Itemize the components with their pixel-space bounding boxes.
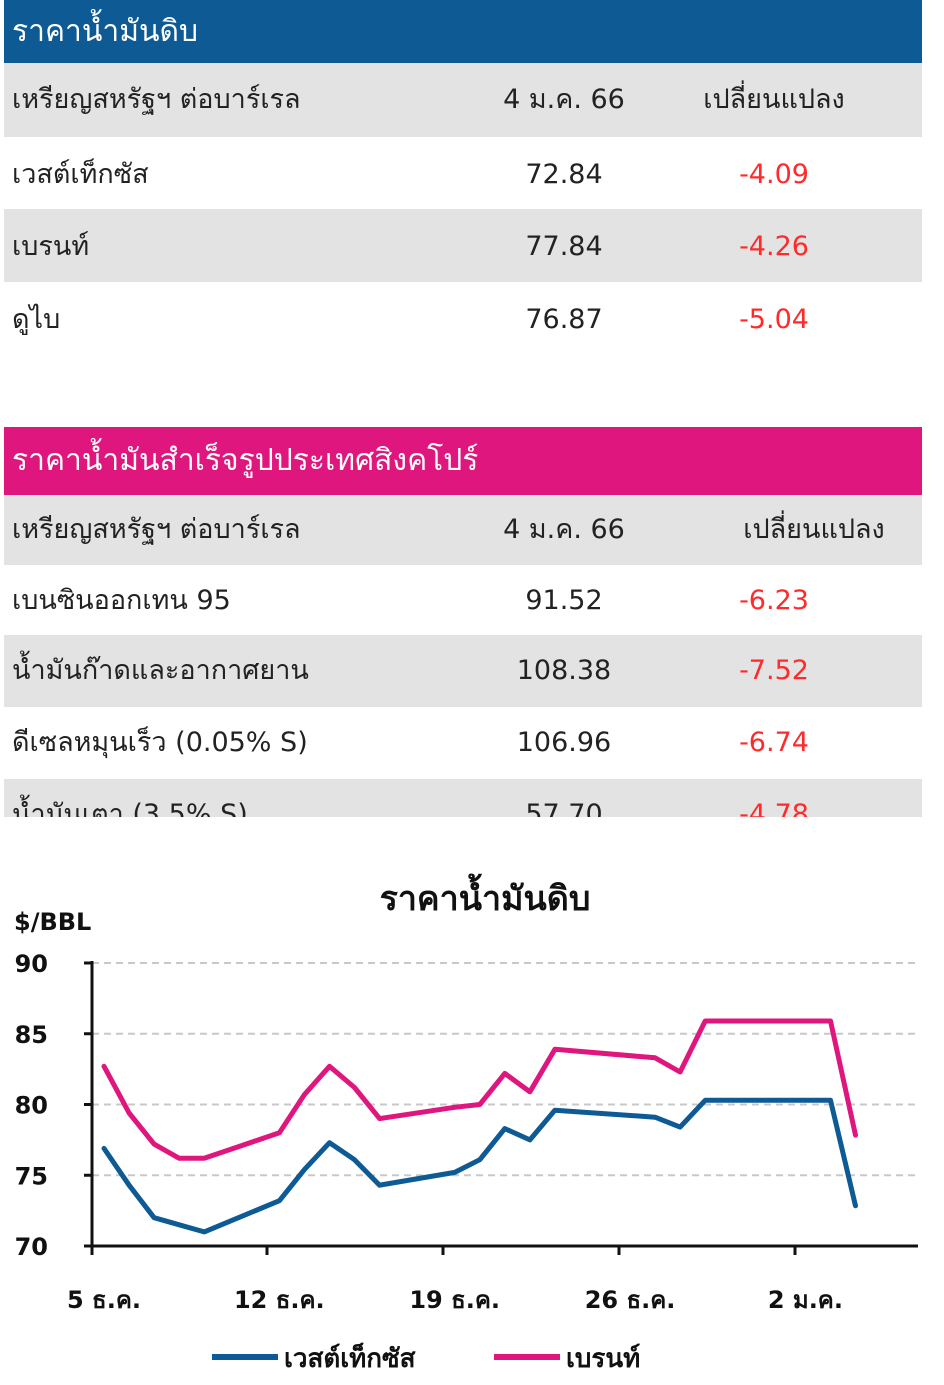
y-tick-label: 70 [15,1233,48,1261]
singapore-section-title: ราคาน้ำมันสำเร็จรูปประเทศสิงคโปร์ [12,443,479,478]
product-change: -6.23 [739,585,809,616]
table-row: น้ำมันเตา (3.5% S) 57.70 -4.78 [4,779,922,817]
crude-price-chart: ราคาน้ำมันดิบ $/BBL 70 75 80 85 90 5 ธ.ค. 12 … [14,873,918,1374]
product-name: น้ำมันเตา (3.5% S) [12,799,248,817]
crude-section-title: ราคาน้ำมันดิบ [12,14,199,49]
oil-name: ดูไบ [12,304,61,335]
y-tick-labels: 70 75 80 85 90 [15,950,48,1261]
x-tick-label: 5 ธ.ค. [67,1286,141,1314]
product-price: 106.96 [516,727,612,758]
product-name: น้ำมันก๊าดและอากาศยาน [12,655,309,686]
sg-col-change: เปลี่ยนแปลง [743,514,885,545]
table-row: ดีเซลหมุนเร็ว (0.05% S) 106.96 -6.74 [4,707,922,779]
series-line-brent [101,1018,858,1161]
crude-col-unit: เหรียญสหรัฐฯ ต่อบาร์เรล [12,84,301,115]
gridlines [92,962,918,1177]
x-tick-labels: 5 ธ.ค. 12 ธ.ค. 19 ธ.ค. 26 ธ.ค. 2 ม.ค. [67,1286,843,1314]
x-tick-label: 12 ธ.ค. [234,1286,325,1314]
legend: เวสต์เท็กซัส เบรนท์ [212,1342,640,1374]
y-tick-label: 75 [15,1162,48,1190]
oil-price: 76.87 [525,304,603,335]
product-change: -7.52 [739,655,809,686]
sg-col-unit: เหรียญสหรัฐฯ ต่อบาร์เรล [12,514,301,545]
product-price: 57.70 [525,799,603,817]
singapore-column-header: เหรียญสหรัฐฯ ต่อบาร์เรล 4 ม.ค. 66 เปลี่ย… [4,495,922,565]
crude-column-header: เหรียญสหรัฐฯ ต่อบาร์เรล 4 ม.ค. 66 เปลี่ย… [4,63,922,137]
oil-name: เวสต์เท็กซัส [12,159,149,190]
product-price: 91.52 [525,585,603,616]
product-name: เบนซินออกเทน 95 [12,585,231,616]
legend-label: เบรนท์ [566,1343,640,1374]
product-change: -4.78 [739,799,809,817]
oil-name: เบรนท์ [12,231,90,262]
x-tick-label: 2 ม.ค. [768,1286,843,1314]
oil-change: -4.26 [739,231,809,262]
chart-title: ราคาน้ำมันดิบ [380,873,591,919]
series-lines [101,1018,858,1235]
table-row: เวสต์เท็กซัส 72.84 -4.09 [4,137,922,209]
x-tick-label: 19 ธ.ค. [409,1286,500,1314]
y-tick-label: 90 [15,950,48,978]
table-row: ดูไบ 76.87 -5.04 [4,282,922,356]
crude-col-change: เปลี่ยนแปลง [703,84,845,115]
table-row: เบรนท์ 77.84 -4.26 [4,209,922,282]
axes [84,961,918,1255]
product-name: ดีเซลหมุนเร็ว (0.05% S) [12,727,308,758]
crude-col-date: 4 ม.ค. 66 [503,84,625,115]
oil-price: 77.84 [525,231,603,262]
singapore-section-header: ราคาน้ำมันสำเร็จรูปประเทศสิงคโปร์ [4,427,922,495]
crude-section-header: ราคาน้ำมันดิบ [4,0,922,63]
y-tick-label: 85 [15,1021,48,1049]
product-change: -6.74 [739,727,809,758]
singapore-table-body: เบนซินออกเทน 95 91.52 -6.23 น้ำมันก๊าดแล… [0,565,944,817]
y-tick-label: 80 [15,1092,48,1120]
oil-price: 72.84 [525,159,603,190]
table-row: เบนซินออกเทน 95 91.52 -6.23 [4,565,922,635]
oil-change: -5.04 [739,304,809,335]
sg-col-date: 4 ม.ค. 66 [503,514,625,545]
product-price: 108.38 [516,655,612,686]
table-row: น้ำมันก๊าดและอากาศยาน 108.38 -7.52 [4,635,922,707]
x-tick-label: 26 ธ.ค. [585,1286,676,1314]
y-axis-label: $/BBL [14,908,91,936]
legend-label: เวสต์เท็กซัส [284,1342,416,1374]
oil-change: -4.09 [739,159,809,190]
series-line-wti [101,1097,858,1235]
